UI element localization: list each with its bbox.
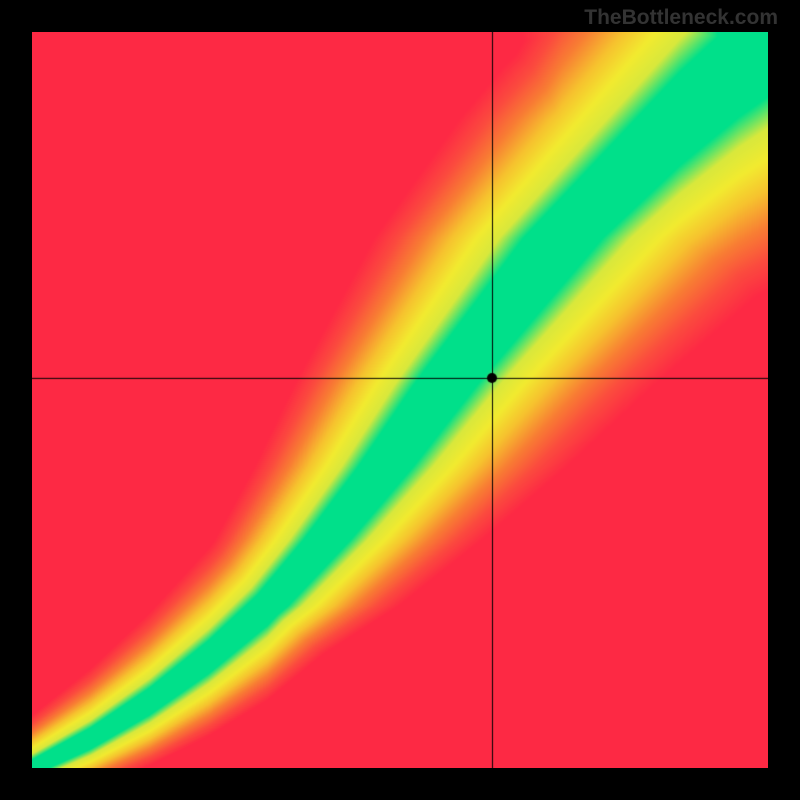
watermark-text: TheBottleneck.com <box>584 6 778 30</box>
heatmap-canvas <box>32 32 768 768</box>
bottleneck-heatmap <box>32 32 768 768</box>
